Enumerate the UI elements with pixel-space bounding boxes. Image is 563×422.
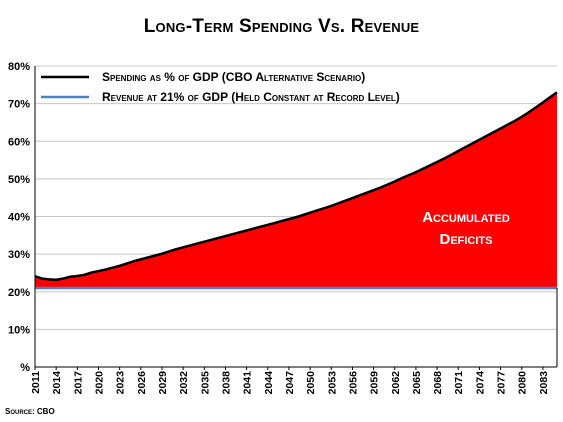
y-tick-label: 50% — [8, 174, 30, 186]
axes — [34, 66, 558, 370]
x-tick-label: 2026 — [136, 371, 148, 395]
x-tick-label: 2059 — [369, 371, 381, 395]
x-tick-label: 2023 — [115, 371, 127, 395]
y-tick-label: 10% — [8, 324, 30, 336]
series-lines — [34, 91, 558, 290]
source-note: Source: CBO — [5, 407, 55, 416]
annotation-line-1: Accumulated — [422, 209, 510, 226]
y-tick-label: 70% — [8, 99, 30, 111]
legend-label-revenue: Revenue at 21% of GDP (Held Constant at … — [102, 90, 400, 104]
x-tick-label: 2083 — [538, 371, 550, 395]
y-tick-label: % — [20, 362, 30, 374]
x-tick-label: 2047 — [284, 371, 296, 395]
chart-title: Long-Term Spending Vs. Revenue — [143, 16, 420, 37]
deficit-area-fill — [35, 92, 557, 288]
y-tick-label: 20% — [8, 287, 30, 299]
x-tick-label: 2050 — [305, 371, 317, 395]
x-tick-label: 2038 — [220, 371, 232, 395]
x-tick-label: 2062 — [390, 371, 402, 395]
spending-line — [34, 91, 558, 281]
legend-label-spending: Spending as % of GDP (CBO Alternative Sc… — [102, 70, 365, 84]
x-tick-labels: 2011 2014 2017 2020 2023 2026 2029 2032 2035 2038… — [30, 371, 550, 395]
x-tick-label: 2017 — [72, 371, 84, 395]
x-tick-label: 2077 — [496, 371, 508, 395]
x-tick-label: 2053 — [326, 371, 338, 395]
x-tick-label: 2041 — [242, 371, 254, 395]
y-tick-label: 30% — [8, 249, 30, 261]
x-tick-label: 2071 — [453, 371, 465, 395]
x-tick-label: 2074 — [474, 371, 486, 395]
x-tick-label: 2080 — [517, 371, 529, 395]
x-tick-label: 2068 — [432, 371, 444, 395]
x-tick-label: 2032 — [178, 371, 190, 395]
x-tick-label: 2011 — [30, 371, 42, 394]
x-tick-label: 2035 — [199, 371, 211, 395]
x-tick-label: 2014 — [51, 371, 63, 395]
x-tick-label: 2044 — [263, 371, 275, 395]
y-tick-labels: % 10% 20% 30% 40% 50% 60% 70% 80% — [8, 61, 30, 374]
annotation: Accumulated Deficits — [422, 209, 510, 248]
y-tick-label: 80% — [8, 61, 30, 73]
y-tick-label: 40% — [8, 212, 30, 224]
legend: Spending as % of GDP (CBO Alternative Sc… — [41, 70, 400, 104]
x-tick-label: 2029 — [157, 371, 169, 395]
y-tick-label: 60% — [8, 136, 30, 148]
x-tick-label: 2065 — [411, 371, 423, 395]
deficit-area — [35, 92, 557, 288]
x-tick-label: 2020 — [93, 371, 105, 395]
x-tick-label: 2056 — [347, 371, 359, 395]
annotation-line-2: Deficits — [439, 231, 492, 248]
